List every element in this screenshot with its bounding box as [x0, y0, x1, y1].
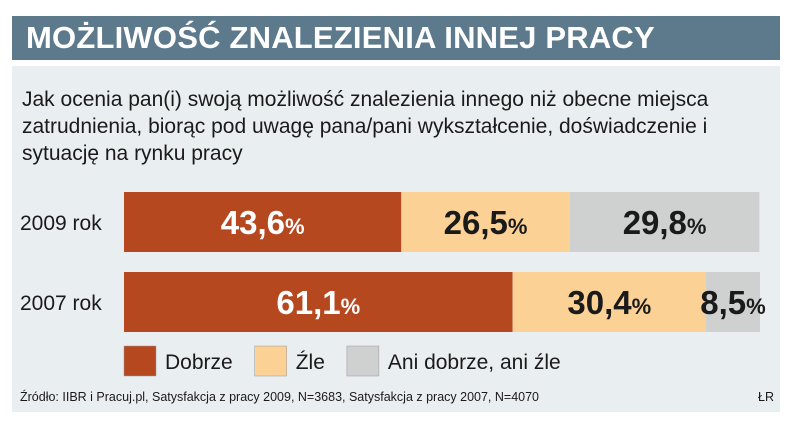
legend-swatch: [254, 345, 287, 377]
legend-label: Ani dobrze, ani źle: [388, 351, 561, 374]
data-label: 30,4%: [567, 284, 651, 321]
author-credit: ŁR: [758, 390, 774, 404]
title-bar: MOŻLIWOŚĆ ZNALEZIENIA INNEJ PRACY: [12, 16, 780, 60]
survey-question: Jak ocenia pan(i) swoją możliwość znalez…: [22, 88, 709, 165]
source-note: Źródło: IIBR i Pracuj.pl, Satysfakcja z …: [20, 390, 540, 404]
data-label: 29,8%: [623, 204, 707, 241]
legend-swatch: [346, 345, 380, 377]
bar-segment: [569, 192, 760, 252]
data-label: 61,1%: [276, 284, 360, 321]
data-label: 43,6%: [221, 204, 305, 241]
bar-segment: [124, 272, 513, 332]
legend-swatch: [123, 345, 157, 377]
bar-segment: [705, 272, 760, 332]
legend-label: Źle: [296, 351, 325, 374]
chart-title: MOŻLIWOŚĆ ZNALEZIENIA INNEJ PRACY: [26, 20, 655, 55]
bar-segment: [124, 192, 402, 252]
legend-label: Dobrze: [165, 351, 233, 374]
bar-segment: [401, 192, 570, 252]
category-label: 2007 rok: [20, 292, 102, 315]
bar-segment: [512, 272, 706, 332]
category-label: 2009 rok: [20, 212, 102, 235]
data-label: 8,5%: [700, 284, 765, 321]
data-label: 26,5%: [444, 204, 528, 241]
